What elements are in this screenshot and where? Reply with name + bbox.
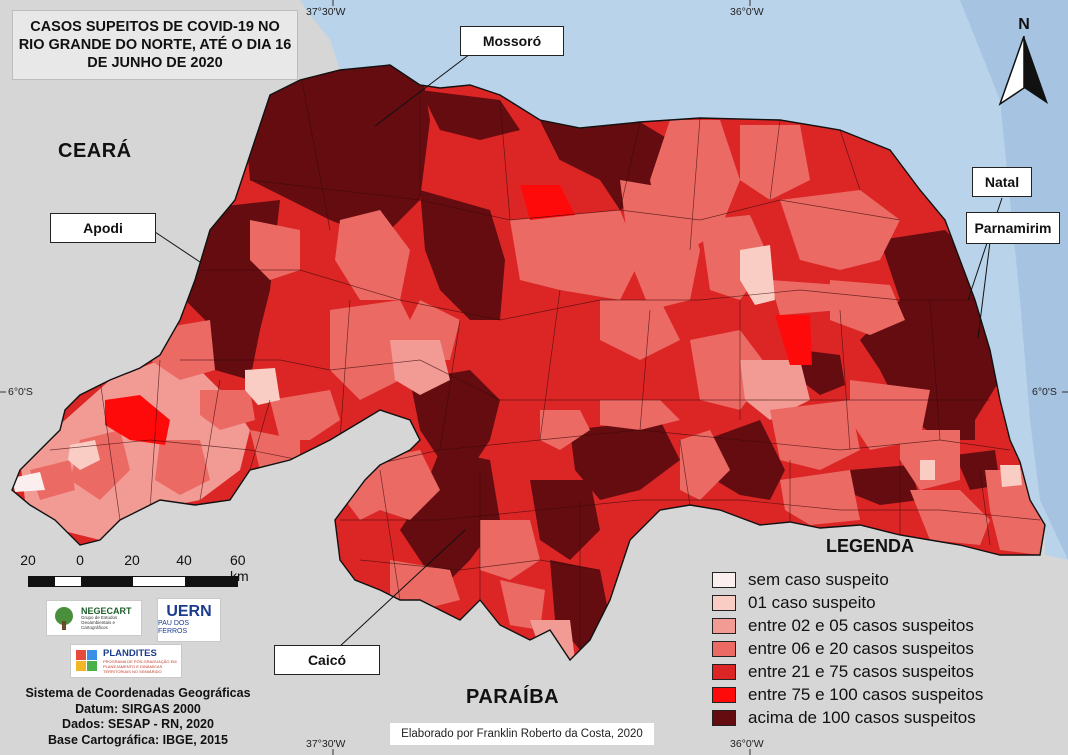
legend-swatch bbox=[712, 709, 736, 726]
legend-item: entre 02 e 05 casos suspeitos bbox=[712, 614, 1062, 637]
scale-labels: 20 0 20 40 60 km bbox=[18, 552, 278, 584]
legend-swatch bbox=[712, 663, 736, 680]
scale-bar bbox=[28, 576, 238, 587]
scale-label: 20 bbox=[124, 552, 140, 568]
legend-swatch bbox=[712, 617, 736, 634]
legend-label: 01 caso suspeito bbox=[748, 592, 876, 612]
coord-bottom-right: 36°0'W bbox=[730, 738, 764, 750]
credits-line: Datum: SIRGAS 2000 bbox=[75, 701, 201, 716]
coord-right-lat: 6°0'S bbox=[1032, 386, 1057, 398]
negecart-subtitle: Grupo de Estudos Geoambientais e Cartogr… bbox=[81, 614, 118, 630]
coord-left-lat: 6°0'S bbox=[8, 386, 33, 398]
legend-item: entre 21 e 75 casos suspeitos bbox=[712, 660, 1062, 683]
credits-line: Sistema de Coordenadas Geográficas bbox=[25, 686, 251, 700]
negecart-name: NEGECART bbox=[81, 605, 132, 616]
map-title-line-3: DE JUNHO DE 2020 bbox=[87, 55, 223, 71]
legend-item: 01 caso suspeito bbox=[712, 591, 1062, 614]
ceara-land bbox=[0, 0, 340, 480]
map-title: CASOS SUPEITOS DE COVID-19 NO RIO GRANDE… bbox=[12, 10, 298, 80]
callout-parnamirim: Parnamirim bbox=[966, 212, 1060, 244]
plandites-subtitle: PROGRAMA DE PÓS-GRADUAÇÃO EM PLANEJAMENT… bbox=[103, 658, 177, 674]
compass-icon bbox=[998, 36, 1048, 106]
state-outline bbox=[11, 64, 1046, 662]
negecart-logo: NEGECART Grupo de Estudos Geoambientais … bbox=[46, 600, 142, 636]
legend-label: entre 75 e 100 casos suspeitos bbox=[748, 684, 984, 704]
north-arrow: N bbox=[998, 16, 1050, 106]
callout-mossoro: Mossoró bbox=[460, 26, 564, 56]
legend-swatch bbox=[712, 571, 736, 588]
state-label-ceara: CEARÁ bbox=[58, 140, 132, 162]
scale-label: 20 bbox=[20, 552, 36, 568]
uern-logo: UERN PAU DOS FERROS bbox=[157, 598, 221, 642]
plandites-name: PLANDITES bbox=[103, 647, 157, 659]
author-credit: Elaborado por Franklin Roberto da Costa,… bbox=[390, 723, 654, 745]
atlantic-ocean bbox=[300, 0, 1068, 560]
legend-label: acima de 100 casos suspeitos bbox=[748, 707, 976, 727]
credits-line: Dados: SESAP - RN, 2020 bbox=[62, 717, 214, 731]
map-credits: Sistema de Coordenadas Geográficas Datum… bbox=[20, 686, 256, 748]
callout-natal: Natal bbox=[972, 167, 1032, 197]
legend-item: entre 75 e 100 casos suspeitos bbox=[712, 683, 1062, 706]
callout-caico: Caicó bbox=[274, 645, 380, 675]
scale-label: 0 bbox=[76, 552, 84, 568]
legend-swatch bbox=[712, 686, 736, 703]
state-label-paraiba: PARAÍBA bbox=[466, 686, 560, 708]
map-title-line-2: RIO GRANDE DO NORTE, ATÉ O DIA 16 bbox=[18, 37, 292, 53]
legend-label: entre 21 e 75 casos suspeitos bbox=[748, 661, 974, 681]
legend-label: entre 06 e 20 casos suspeitos bbox=[748, 638, 974, 658]
legend-label: entre 02 e 05 casos suspeitos bbox=[748, 615, 974, 635]
ocean-deep bbox=[960, 0, 1068, 560]
coord-top-left: 37°30'W bbox=[306, 6, 346, 18]
legend-item: sem caso suspeito bbox=[712, 568, 1062, 591]
north-label: N bbox=[1018, 16, 1030, 33]
plandites-logo: PLANDITES PROGRAMA DE PÓS-GRADUAÇÃO EM P… bbox=[70, 644, 182, 678]
legend-item: entre 06 e 20 casos suspeitos bbox=[712, 637, 1062, 660]
coord-bottom-left: 37°30'W bbox=[306, 738, 346, 750]
legend: sem caso suspeito 01 caso suspeito entre… bbox=[712, 568, 1062, 729]
map-title-line-1: CASOS SUPEITOS DE COVID-19 NO bbox=[30, 19, 280, 35]
callout-leaders bbox=[154, 53, 1003, 649]
legend-swatch bbox=[712, 640, 736, 657]
legend-label: sem caso suspeito bbox=[748, 569, 889, 589]
tree-icon bbox=[55, 607, 73, 630]
legend-title: LEGENDA bbox=[826, 536, 915, 556]
callout-apodi: Apodi bbox=[50, 213, 156, 243]
legend-swatch bbox=[712, 594, 736, 611]
legend-item: acima de 100 casos suspeitos bbox=[712, 706, 1062, 729]
scale-label: 40 bbox=[176, 552, 192, 568]
uern-subtitle: PAU DOS FERROS bbox=[158, 620, 189, 635]
plandites-emblem-icon bbox=[76, 650, 97, 671]
coord-top-right: 36°0'W bbox=[730, 6, 764, 18]
credits-line: Base Cartográfica: IBGE, 2015 bbox=[48, 732, 228, 747]
uern-name: UERN bbox=[166, 603, 212, 620]
